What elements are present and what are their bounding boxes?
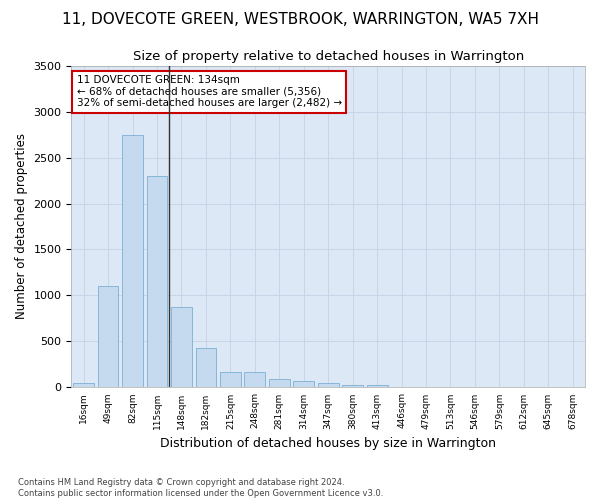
Text: Contains HM Land Registry data © Crown copyright and database right 2024.
Contai: Contains HM Land Registry data © Crown c… (18, 478, 383, 498)
Bar (293, 382, 314, 388)
Bar (171, 308, 192, 388)
Title: Size of property relative to detached houses in Warrington: Size of property relative to detached ho… (133, 50, 524, 63)
Text: 11, DOVECOTE GREEN, WESTBROOK, WARRINGTON, WA5 7XH: 11, DOVECOTE GREEN, WESTBROOK, WARRINGTO… (62, 12, 539, 28)
Bar (73, 383, 94, 388)
Text: 11 DOVECOTE GREEN: 134sqm
← 68% of detached houses are smaller (5,356)
32% of se: 11 DOVECOTE GREEN: 134sqm ← 68% of detac… (77, 75, 341, 108)
Y-axis label: Number of detached properties: Number of detached properties (15, 134, 28, 320)
Bar (244, 372, 265, 388)
Bar (269, 379, 290, 388)
Bar (196, 348, 217, 388)
X-axis label: Distribution of detached houses by size in Warrington: Distribution of detached houses by size … (160, 437, 496, 450)
Bar (146, 176, 167, 388)
Bar (318, 383, 338, 388)
Bar (342, 384, 363, 388)
Bar (98, 286, 118, 388)
Bar (220, 372, 241, 388)
Bar (367, 384, 388, 388)
Bar (122, 134, 143, 388)
